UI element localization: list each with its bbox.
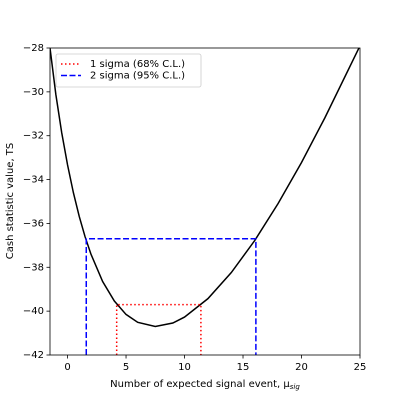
- y-tick-label: −30: [23, 87, 44, 98]
- y-tick-label: −42: [23, 350, 44, 361]
- x-tick-label: 5: [123, 362, 129, 373]
- line: [50, 48, 360, 328]
- legend-label: 2 sigma (95% C.L.): [90, 71, 185, 82]
- y-tick-label: −36: [23, 218, 44, 229]
- y-tick-label: −38: [23, 262, 44, 273]
- legend-box: [55, 53, 202, 88]
- y-tick-label: −40: [23, 306, 44, 317]
- y-tick-label: −32: [23, 131, 44, 142]
- x-tick-label: 20: [295, 362, 308, 373]
- y-axis-label: Cash statistic value, TS: [5, 143, 16, 260]
- plot-frame: [49, 47, 361, 356]
- line: [85, 238, 257, 355]
- x-tick-label: 15: [237, 362, 250, 373]
- y-tick-label: −28: [23, 43, 44, 54]
- x-tick-label: 0: [64, 362, 70, 373]
- y-tick-label: −34: [23, 175, 44, 186]
- legend-label: 1 sigma (68% C.L.): [90, 59, 185, 70]
- x-tick-label: 25: [354, 362, 367, 373]
- line: [115, 303, 202, 355]
- x-axis-label: Number of expected signal event, μsig: [110, 379, 300, 391]
- x-tick-label: 10: [178, 362, 191, 373]
